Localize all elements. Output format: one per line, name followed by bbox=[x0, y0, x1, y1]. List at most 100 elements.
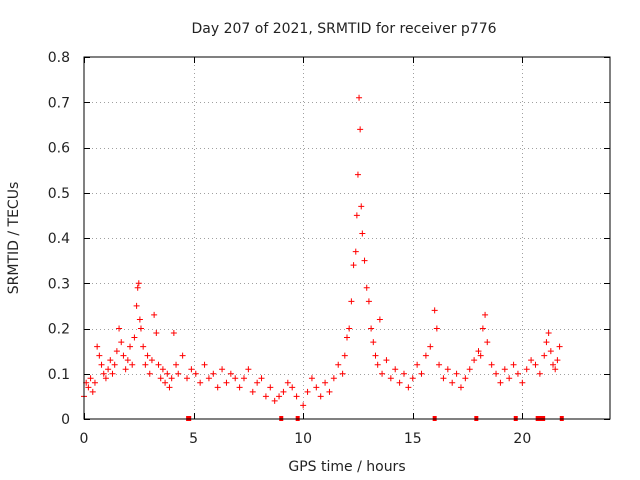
data-point bbox=[87, 375, 94, 382]
y-tick-label: 0.8 bbox=[48, 50, 70, 66]
data-point bbox=[148, 357, 155, 364]
x-tick-label: 10 bbox=[294, 431, 312, 447]
data-point bbox=[105, 366, 112, 373]
data-point bbox=[131, 334, 138, 341]
data-point bbox=[142, 361, 149, 368]
data-point bbox=[168, 375, 175, 382]
data-point bbox=[339, 370, 346, 377]
data-point bbox=[552, 366, 559, 373]
data-point bbox=[545, 330, 552, 337]
data-point bbox=[249, 388, 256, 395]
data-point bbox=[368, 325, 375, 332]
data-point bbox=[179, 352, 186, 359]
y-tick-label: 0.7 bbox=[48, 95, 70, 111]
data-point bbox=[173, 361, 180, 368]
data-point bbox=[192, 370, 199, 377]
data-point bbox=[89, 388, 96, 395]
data-point bbox=[477, 352, 484, 359]
data-point bbox=[376, 316, 383, 323]
data-point bbox=[120, 352, 127, 359]
x-tick-label: 0 bbox=[80, 431, 89, 447]
data-point bbox=[276, 393, 283, 400]
data-point bbox=[484, 339, 491, 346]
data-point bbox=[330, 375, 337, 382]
data-point bbox=[392, 366, 399, 373]
data-point bbox=[144, 352, 151, 359]
data-point bbox=[493, 370, 500, 377]
plot-frame bbox=[83, 56, 611, 420]
data-point bbox=[258, 375, 265, 382]
y-tick-label: 0.5 bbox=[48, 186, 70, 202]
data-point bbox=[471, 357, 478, 364]
gridlines bbox=[84, 57, 610, 419]
data-point bbox=[427, 343, 434, 350]
data-point bbox=[197, 379, 204, 386]
data-point bbox=[100, 370, 107, 377]
data-point bbox=[383, 357, 390, 364]
data-point bbox=[363, 284, 370, 291]
data-point bbox=[405, 384, 412, 391]
data-point bbox=[166, 384, 173, 391]
data-point bbox=[280, 388, 287, 395]
data-point bbox=[137, 325, 144, 332]
data-point bbox=[379, 370, 386, 377]
data-point bbox=[440, 375, 447, 382]
data-point bbox=[361, 257, 368, 264]
data-point bbox=[335, 361, 342, 368]
data-point bbox=[254, 379, 261, 386]
data-point bbox=[554, 357, 561, 364]
y-tick-label: 0.2 bbox=[48, 322, 70, 338]
data-point bbox=[227, 370, 234, 377]
data-point bbox=[155, 361, 162, 368]
data-point bbox=[170, 330, 177, 337]
data-point bbox=[94, 343, 101, 350]
data-point bbox=[396, 379, 403, 386]
data-point bbox=[356, 94, 363, 101]
y-tick-label: 0.1 bbox=[48, 367, 70, 383]
data-point bbox=[422, 352, 429, 359]
data-point bbox=[433, 325, 440, 332]
data-point bbox=[536, 370, 543, 377]
data-point bbox=[135, 280, 142, 287]
data-point bbox=[96, 352, 103, 359]
data-point bbox=[162, 379, 169, 386]
data-point bbox=[116, 325, 123, 332]
data-point bbox=[219, 366, 226, 373]
data-point bbox=[514, 370, 521, 377]
data-point bbox=[556, 343, 563, 350]
data-point bbox=[418, 370, 425, 377]
chart-title: Day 207 of 2021, SRMTID for receiver p77… bbox=[191, 21, 496, 37]
data-point bbox=[184, 375, 191, 382]
data-point bbox=[519, 379, 526, 386]
data-point bbox=[444, 366, 451, 373]
data-point bbox=[488, 361, 495, 368]
data-point bbox=[453, 370, 460, 377]
x-tick-label: 15 bbox=[404, 431, 422, 447]
data-point bbox=[365, 298, 372, 305]
data-point bbox=[346, 325, 353, 332]
data-point bbox=[159, 366, 166, 373]
data-point bbox=[475, 348, 482, 355]
data-point bbox=[354, 171, 361, 178]
data-point bbox=[289, 384, 296, 391]
data-point bbox=[326, 388, 333, 395]
data-point bbox=[236, 384, 243, 391]
data-point bbox=[370, 339, 377, 346]
data-point bbox=[245, 366, 252, 373]
data-point bbox=[528, 357, 535, 364]
data-point bbox=[479, 325, 486, 332]
data-point bbox=[153, 330, 160, 337]
data-points bbox=[81, 94, 563, 409]
data-point bbox=[214, 384, 221, 391]
data-point bbox=[188, 366, 195, 373]
data-point bbox=[352, 248, 359, 255]
data-point bbox=[466, 366, 473, 373]
data-point bbox=[353, 212, 360, 219]
data-point bbox=[344, 334, 350, 341]
data-point bbox=[400, 370, 407, 377]
data-point bbox=[133, 302, 140, 309]
data-point bbox=[118, 339, 125, 346]
data-point bbox=[232, 375, 239, 382]
x-axis-label: GPS time / hours bbox=[288, 459, 405, 475]
